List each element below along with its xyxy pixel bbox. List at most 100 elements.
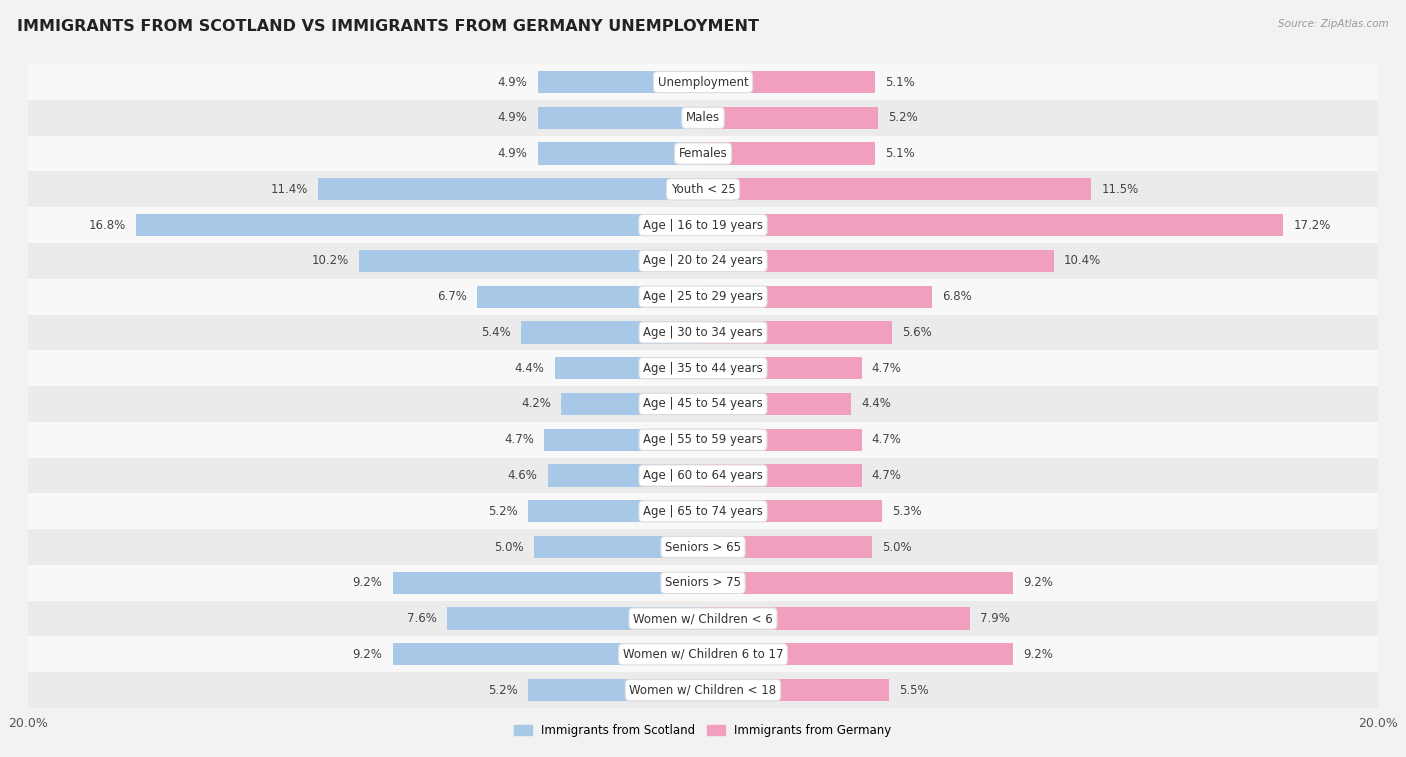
Text: 5.0%: 5.0% (882, 540, 911, 553)
Bar (703, 572, 1014, 594)
Bar (392, 643, 703, 665)
Bar (554, 357, 703, 379)
Text: Age | 60 to 64 years: Age | 60 to 64 years (643, 469, 763, 482)
Bar (527, 679, 703, 701)
Text: Age | 45 to 54 years: Age | 45 to 54 years (643, 397, 763, 410)
Bar (477, 285, 703, 308)
Text: 17.2%: 17.2% (1294, 219, 1331, 232)
Bar (703, 107, 879, 129)
Bar (703, 464, 862, 487)
Text: 9.2%: 9.2% (353, 648, 382, 661)
Text: 5.1%: 5.1% (886, 147, 915, 160)
Text: Age | 30 to 34 years: Age | 30 to 34 years (643, 326, 763, 339)
Text: 4.2%: 4.2% (522, 397, 551, 410)
Bar (28, 100, 1378, 136)
Text: 4.9%: 4.9% (498, 111, 527, 124)
Text: Males: Males (686, 111, 720, 124)
Bar (703, 643, 1014, 665)
Bar (318, 178, 703, 201)
Bar (28, 243, 1378, 279)
Text: 5.4%: 5.4% (481, 326, 510, 339)
Bar (28, 672, 1378, 708)
Text: 9.2%: 9.2% (1024, 576, 1053, 589)
Bar (534, 536, 703, 558)
Bar (28, 565, 1378, 601)
Text: 5.0%: 5.0% (495, 540, 524, 553)
Text: 11.5%: 11.5% (1101, 183, 1139, 196)
Bar (703, 607, 970, 630)
Bar (527, 500, 703, 522)
Text: 7.6%: 7.6% (406, 612, 436, 625)
Text: Women w/ Children < 6: Women w/ Children < 6 (633, 612, 773, 625)
Bar (392, 572, 703, 594)
Text: 4.9%: 4.9% (498, 147, 527, 160)
Text: Seniors > 65: Seniors > 65 (665, 540, 741, 553)
Bar (548, 464, 703, 487)
Text: 11.4%: 11.4% (271, 183, 308, 196)
Text: 5.2%: 5.2% (889, 111, 918, 124)
Text: Age | 16 to 19 years: Age | 16 to 19 years (643, 219, 763, 232)
Bar (28, 422, 1378, 458)
Text: 5.5%: 5.5% (898, 684, 928, 696)
Bar (520, 321, 703, 344)
Text: Age | 20 to 24 years: Age | 20 to 24 years (643, 254, 763, 267)
Bar (703, 679, 889, 701)
Text: Age | 55 to 59 years: Age | 55 to 59 years (643, 433, 763, 446)
Legend: Immigrants from Scotland, Immigrants from Germany: Immigrants from Scotland, Immigrants fro… (509, 719, 897, 742)
Bar (561, 393, 703, 415)
Text: 4.7%: 4.7% (872, 469, 901, 482)
Text: 4.6%: 4.6% (508, 469, 537, 482)
Bar (703, 393, 852, 415)
Text: Age | 25 to 29 years: Age | 25 to 29 years (643, 290, 763, 303)
Bar (28, 386, 1378, 422)
Bar (703, 214, 1284, 236)
Text: 9.2%: 9.2% (1024, 648, 1053, 661)
Bar (28, 458, 1378, 494)
Bar (28, 64, 1378, 100)
Text: 6.8%: 6.8% (942, 290, 973, 303)
Bar (703, 250, 1054, 272)
Text: Age | 35 to 44 years: Age | 35 to 44 years (643, 362, 763, 375)
Text: Seniors > 75: Seniors > 75 (665, 576, 741, 589)
Bar (703, 71, 875, 93)
Text: 5.2%: 5.2% (488, 505, 517, 518)
Bar (28, 529, 1378, 565)
Text: 7.9%: 7.9% (980, 612, 1010, 625)
Bar (28, 279, 1378, 314)
Text: 5.1%: 5.1% (886, 76, 915, 89)
Text: 4.7%: 4.7% (872, 362, 901, 375)
Text: Source: ZipAtlas.com: Source: ZipAtlas.com (1278, 19, 1389, 29)
Text: Women w/ Children < 18: Women w/ Children < 18 (630, 684, 776, 696)
Bar (447, 607, 703, 630)
Bar (544, 428, 703, 451)
Bar (359, 250, 703, 272)
Bar (537, 71, 703, 93)
Text: Women w/ Children 6 to 17: Women w/ Children 6 to 17 (623, 648, 783, 661)
Bar (703, 285, 932, 308)
Bar (28, 494, 1378, 529)
Bar (703, 428, 862, 451)
Bar (136, 214, 703, 236)
Text: 4.7%: 4.7% (505, 433, 534, 446)
Text: 10.2%: 10.2% (312, 254, 349, 267)
Text: 16.8%: 16.8% (89, 219, 127, 232)
Text: IMMIGRANTS FROM SCOTLAND VS IMMIGRANTS FROM GERMANY UNEMPLOYMENT: IMMIGRANTS FROM SCOTLAND VS IMMIGRANTS F… (17, 19, 759, 34)
Bar (703, 321, 891, 344)
Text: 5.3%: 5.3% (891, 505, 921, 518)
Text: Unemployment: Unemployment (658, 76, 748, 89)
Bar (703, 142, 875, 165)
Bar (703, 500, 882, 522)
Text: Females: Females (679, 147, 727, 160)
Text: 4.9%: 4.9% (498, 76, 527, 89)
Bar (28, 171, 1378, 207)
Bar (28, 637, 1378, 672)
Text: Age | 65 to 74 years: Age | 65 to 74 years (643, 505, 763, 518)
Bar (28, 601, 1378, 637)
Bar (28, 136, 1378, 171)
Text: 6.7%: 6.7% (437, 290, 467, 303)
Text: Youth < 25: Youth < 25 (671, 183, 735, 196)
Text: 5.2%: 5.2% (488, 684, 517, 696)
Text: 4.4%: 4.4% (862, 397, 891, 410)
Bar (537, 107, 703, 129)
Text: 9.2%: 9.2% (353, 576, 382, 589)
